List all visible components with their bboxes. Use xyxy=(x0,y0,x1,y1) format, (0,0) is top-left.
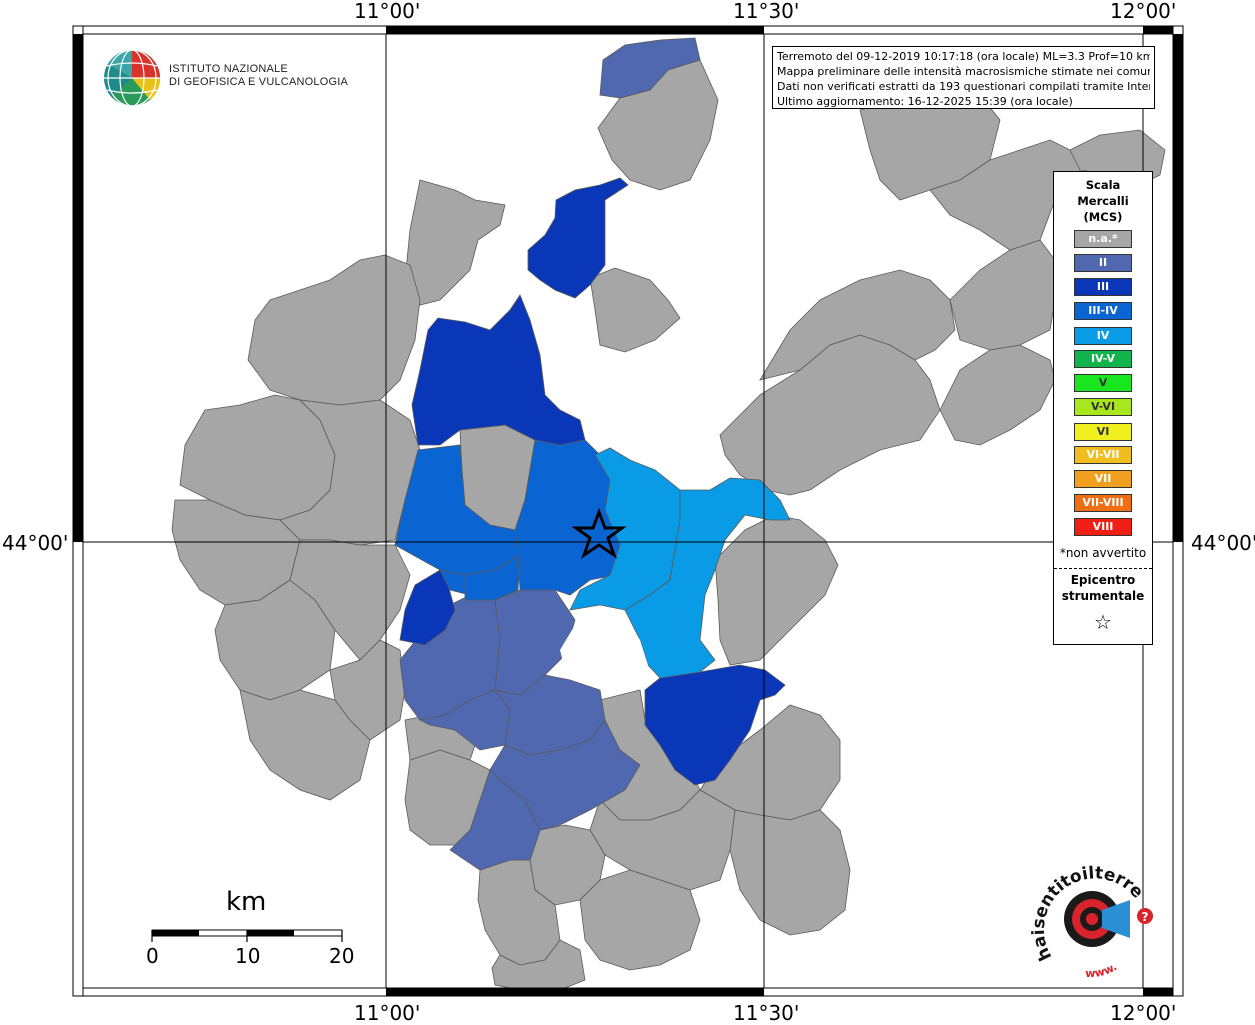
municipality-polygons xyxy=(171,37,1166,991)
lon-tick-top-1100: 11°00' xyxy=(354,0,421,23)
legend-swatch-vi: VI xyxy=(1074,423,1132,441)
lon-tick-bottom-1130: 11°30' xyxy=(733,1001,800,1025)
legend-note: *non avvertito xyxy=(1059,546,1147,560)
svg-text:www.: www. xyxy=(1085,960,1119,977)
scale-tick-0: 0 xyxy=(146,944,159,968)
km-scale-bar xyxy=(151,929,343,942)
legend-swatch-vii-viii: VII-VIII xyxy=(1074,494,1132,512)
intensity-IV-municipalities xyxy=(569,447,791,679)
intensity-III-municipalities xyxy=(399,177,786,786)
earthquake-info-box: Terremoto del 09-12-2019 10:17:18 (ora l… xyxy=(772,46,1155,109)
map-frame-bars xyxy=(72,25,1184,997)
legend-title-line1: Scala xyxy=(1085,178,1121,192)
legend-title-line3: (MCS) xyxy=(1083,210,1123,224)
legend-swatch-iii-iv: III-IV xyxy=(1074,302,1132,320)
info-line-map: Mappa preliminare delle intensità macros… xyxy=(777,65,1150,78)
legend-epicenter-label: Epicentro strumentale xyxy=(1054,572,1152,604)
ingv-name-line2: DI GEOFISICA E VULCANOLOGIA xyxy=(169,76,348,88)
legend-swatch-iv: IV xyxy=(1074,327,1132,345)
legend-swatch-v: V xyxy=(1074,374,1132,392)
legend-title-line2: Mercalli xyxy=(1077,194,1129,208)
lon-tick-bottom-1100: 11°00' xyxy=(354,1001,421,1025)
info-line-updated: Ultimo aggiornamento: 16-12-2025 15:39 (… xyxy=(777,95,1073,108)
ingv-name: ISTITUTO NAZIONALE DI GEOFISICA E VULCAN… xyxy=(169,63,348,89)
ingv-name-line1: ISTITUTO NAZIONALE xyxy=(169,63,288,75)
scale-tick-10: 10 xyxy=(235,944,261,968)
hsit-logo: haisentitoilterremoto.it www. ? xyxy=(1030,862,1153,977)
lon-tick-top-1200: 12°00' xyxy=(1110,0,1177,23)
legend-epicenter-line1: Epicentro xyxy=(1070,573,1136,587)
scale-unit-label: km xyxy=(226,887,267,917)
hsit-logo-prefix: www. xyxy=(1085,960,1119,977)
legend-swatch-iv-v: IV-V xyxy=(1074,350,1132,368)
legend-swatch-na: n.a.* xyxy=(1074,230,1132,248)
grey-municipalities xyxy=(171,59,1166,991)
info-line-event: Terremoto del 09-12-2019 10:17:18 (ora l… xyxy=(777,50,1150,63)
legend-swatch-iii: III xyxy=(1074,278,1132,296)
lat-tick-left-4400: 44°00' xyxy=(2,531,69,555)
lon-tick-bottom-1200: 12°00' xyxy=(1110,1001,1177,1025)
legend-epicenter-line2: strumentale xyxy=(1061,589,1145,603)
hsit-question-mark: ? xyxy=(1142,910,1149,924)
ingv-globe-logo xyxy=(104,49,161,107)
info-line-data: Dati non verificati estratti da 193 ques… xyxy=(777,80,1150,93)
legend-swatch-ii: II xyxy=(1074,254,1132,272)
lat-tick-right-4400: 44°00' xyxy=(1191,531,1255,555)
epicenter-star xyxy=(571,507,627,559)
legend-separator xyxy=(1054,568,1152,569)
lon-tick-top-1130: 11°30' xyxy=(733,0,800,23)
legend-star-icon: ☆ xyxy=(1094,610,1112,634)
legend-swatch-vi-vii: VI-VII xyxy=(1074,446,1132,464)
scale-tick-20: 20 xyxy=(329,944,355,968)
intensity-II-municipalities xyxy=(399,37,701,871)
legend-swatch-viii: VIII xyxy=(1074,518,1132,536)
legend-swatch-v-vi: V-VI xyxy=(1074,398,1132,416)
mcs-legend: Scala Mercalli (MCS) n.a.* II III III-IV… xyxy=(1053,171,1153,645)
legend-title: Scala Mercalli (MCS) xyxy=(1054,177,1152,225)
legend-swatch-vii: VII xyxy=(1074,470,1132,488)
